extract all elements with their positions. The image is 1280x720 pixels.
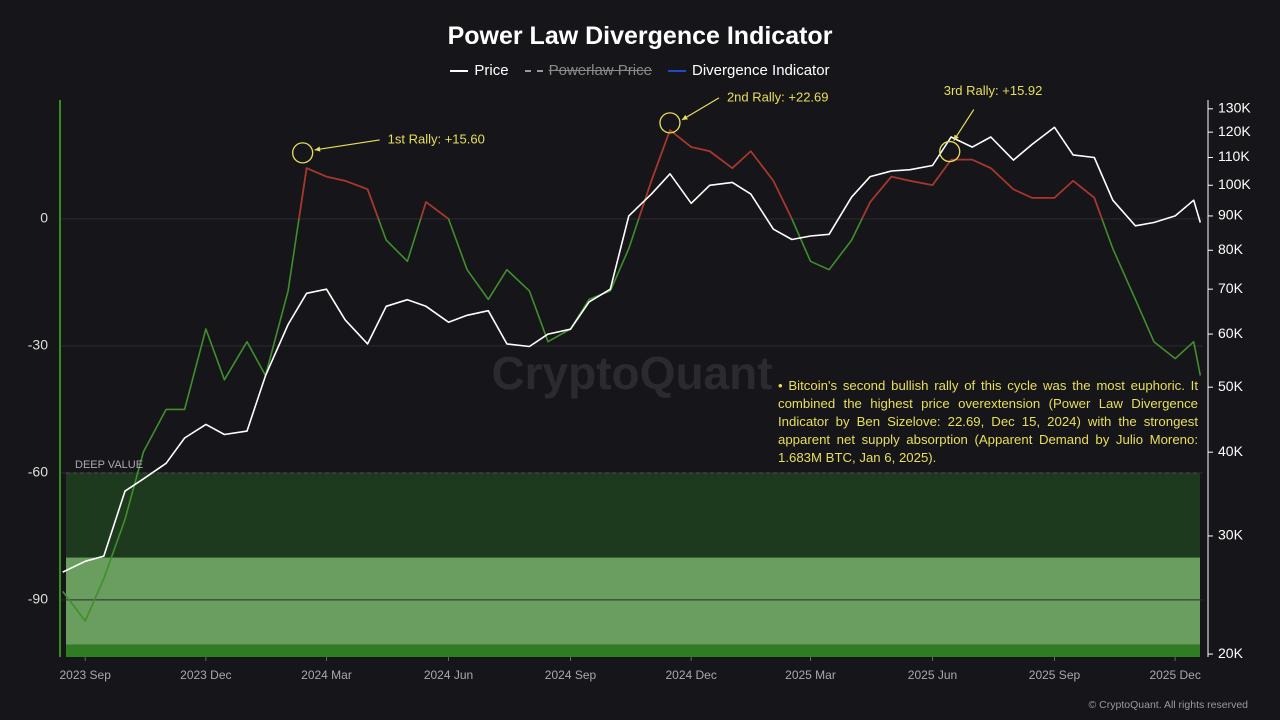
- y-tick-label: -30: [28, 337, 48, 353]
- rally-label: 2nd Rally: +22.69: [727, 89, 829, 104]
- legend-swatch: [524, 69, 543, 72]
- deep-value-label: DEEP VALUE: [75, 459, 143, 471]
- y-tick-label: -60: [28, 464, 48, 480]
- legend-swatch: [667, 69, 686, 72]
- legend-label: Powerlaw Price: [548, 62, 652, 79]
- y-tick-label: 0: [40, 210, 48, 226]
- y2-tick-label: 100K: [1218, 176, 1251, 192]
- x-tick-label: 2024 Jun: [424, 668, 473, 682]
- legend-label: Price: [474, 62, 509, 79]
- legend-item[interactable]: Divergence Indicator: [667, 62, 830, 79]
- rally-arrow-head: [681, 114, 688, 120]
- x-tick-label: 2025 Jun: [908, 668, 957, 682]
- note: • Bitcoin's second bullish rally of this…: [778, 378, 1198, 465]
- rally-label: 1st Rally: +15.60: [388, 131, 485, 146]
- x-tick-label: 2025 Dec: [1149, 668, 1200, 682]
- legend-item[interactable]: Powerlaw Price: [524, 62, 652, 79]
- x-tick-label: 2024 Dec: [665, 668, 716, 682]
- y2-tick-label: 60K: [1218, 325, 1244, 341]
- rally-arrow-head: [314, 146, 321, 152]
- y2-tick-label: 130K: [1218, 100, 1251, 116]
- price-line: [62, 126, 1202, 573]
- x-tick-label: 2025 Mar: [785, 668, 836, 682]
- x-tick-label: 2024 Sep: [545, 668, 597, 682]
- x-tick-label: 2025 Sep: [1029, 668, 1081, 682]
- y2-tick-label: 110K: [1218, 148, 1250, 164]
- y2-tick-label: 80K: [1218, 241, 1244, 257]
- y2-tick-label: 70K: [1218, 280, 1244, 296]
- y2-tick-label: 90K: [1218, 207, 1244, 223]
- x-tick-label: 2024 Mar: [301, 668, 352, 682]
- y2-tick-label: 120K: [1218, 123, 1251, 139]
- y2-tick-label: 20K: [1218, 645, 1244, 661]
- zone: [66, 472, 1200, 558]
- chart-title: Power Law Divergence Indicator: [447, 22, 833, 50]
- rally-arrow-head: [953, 134, 959, 141]
- divergence-line-above-zero: [298, 129, 1103, 219]
- y2-tick-label: 30K: [1218, 527, 1244, 543]
- x-tick-label: 2023 Dec: [180, 668, 231, 682]
- y2-tick-label: 50K: [1218, 378, 1244, 394]
- watermark: CryptoQuant: [491, 347, 772, 399]
- legend-item[interactable]: Price: [450, 62, 509, 79]
- rally-label: 3rd Rally: +15.92: [944, 83, 1043, 98]
- zone: [66, 644, 1200, 657]
- y-tick-label: -90: [28, 591, 48, 607]
- legend: Price Powerlaw Price Divergence Indicator: [0, 62, 1280, 79]
- legend-swatch: [450, 69, 469, 72]
- rally-arrow: [953, 109, 975, 141]
- copyright: © CryptoQuant. All rights reserved: [1088, 699, 1248, 711]
- rally-marker: [292, 142, 314, 164]
- rally-arrow: [681, 97, 720, 121]
- x-tick-label: 2023 Sep: [59, 668, 111, 682]
- y2-tick-label: 40K: [1218, 443, 1244, 459]
- legend-label: Divergence Indicator: [691, 62, 830, 79]
- rally-arrow: [314, 139, 380, 151]
- rally-marker: [659, 112, 681, 134]
- rally-marker: [939, 140, 961, 163]
- zone: [66, 557, 1200, 645]
